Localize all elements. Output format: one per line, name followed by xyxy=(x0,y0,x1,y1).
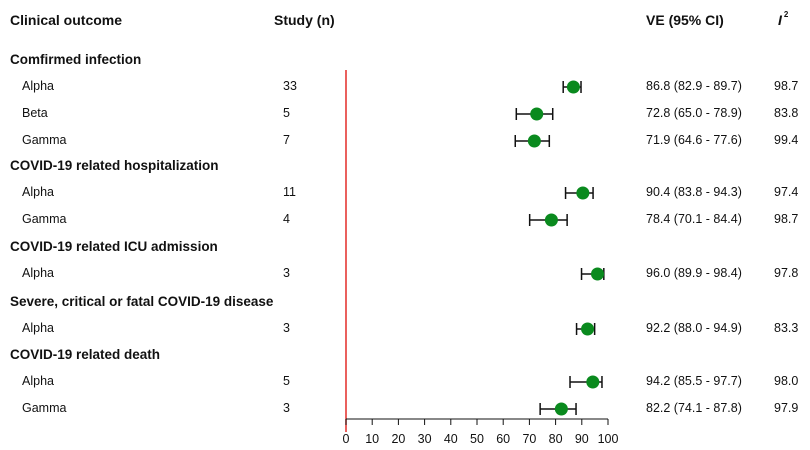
ve-point xyxy=(527,134,541,148)
x-axis-tick-label: 0 xyxy=(343,432,350,446)
study-count: 33 xyxy=(283,79,297,93)
ve-ci-text: 82.2 (74.1 - 87.8) xyxy=(646,401,742,415)
x-axis-tick-label: 70 xyxy=(522,432,536,446)
ve-ci-text: 92.2 (88.0 - 94.9) xyxy=(646,321,742,335)
ve-point xyxy=(544,213,558,227)
i-squared-value: 98.0 xyxy=(774,374,799,388)
ve-point xyxy=(530,107,544,121)
header-i-squared-base: I xyxy=(778,12,782,28)
x-axis-tick-label: 90 xyxy=(575,432,589,446)
x-axis-tick-label: 20 xyxy=(391,432,405,446)
study-count: 4 xyxy=(283,212,290,226)
x-axis-tick-label: 40 xyxy=(444,432,458,446)
study-count: 3 xyxy=(283,321,290,335)
i-squared-value: 99.4 xyxy=(774,133,799,147)
x-axis-tick-label: 80 xyxy=(549,432,563,446)
i-squared-value: 83.3 xyxy=(774,321,799,335)
group-heading: COVID-19 related hospitalization xyxy=(10,158,219,173)
x-axis-tick-label: 50 xyxy=(470,432,484,446)
study-count: 3 xyxy=(283,401,290,415)
ve-ci-text: 90.4 (83.8 - 94.3) xyxy=(646,185,742,199)
ve-ci-text: 96.0 (89.9 - 98.4) xyxy=(646,266,742,280)
variant-label: Alpha xyxy=(22,266,54,280)
ve-point xyxy=(581,322,595,336)
header-clinical-outcome: Clinical outcome xyxy=(10,12,123,28)
variant-label: Gamma xyxy=(22,401,67,415)
variant-label: Gamma xyxy=(22,212,67,226)
ve-ci-text: 86.8 (82.9 - 89.7) xyxy=(646,79,742,93)
variant-label: Gamma xyxy=(22,133,67,147)
ve-point xyxy=(576,186,590,200)
x-axis-tick-label: 10 xyxy=(365,432,379,446)
variant-label: Alpha xyxy=(22,321,54,335)
i-squared-value: 83.8 xyxy=(774,106,799,120)
i-squared-value: 97.4 xyxy=(774,185,799,199)
i-squared-value: 97.8 xyxy=(774,266,799,280)
header-i-squared-sup: 2 xyxy=(783,10,789,20)
x-axis-tick-label: 100 xyxy=(598,432,619,446)
variant-label: Beta xyxy=(22,106,48,120)
ve-ci-text: 71.9 (64.6 - 77.6) xyxy=(646,133,742,147)
study-count: 11 xyxy=(283,185,296,199)
study-count: 5 xyxy=(283,106,290,120)
ve-point xyxy=(554,402,568,416)
ve-ci-text: 78.4 (70.1 - 84.4) xyxy=(646,212,742,226)
ve-point xyxy=(566,80,580,94)
ve-point xyxy=(591,267,605,281)
study-count: 3 xyxy=(283,266,290,280)
x-axis-tick-label: 60 xyxy=(496,432,510,446)
i-squared-value: 98.7 xyxy=(774,79,799,93)
header-ve-ci: VE (95% CI) xyxy=(646,12,724,28)
study-count: 7 xyxy=(283,133,290,147)
ve-point xyxy=(586,375,600,389)
ve-ci-text: 94.2 (85.5 - 97.7) xyxy=(646,374,742,388)
group-heading: COVID-19 related ICU admission xyxy=(10,239,218,254)
variant-label: Alpha xyxy=(22,185,54,199)
i-squared-value: 97.9 xyxy=(774,401,799,415)
header-study-n: Study (n) xyxy=(274,12,335,28)
i-squared-value: 98.7 xyxy=(774,212,799,226)
study-count: 5 xyxy=(283,374,290,388)
group-heading: Comfirmed infection xyxy=(10,52,142,67)
ve-ci-text: 72.8 (65.0 - 78.9) xyxy=(646,106,742,120)
x-axis-tick-label: 30 xyxy=(418,432,432,446)
variant-label: Alpha xyxy=(22,79,54,93)
group-heading: COVID-19 related death xyxy=(10,347,161,362)
group-heading: Severe, critical or fatal COVID-19 disea… xyxy=(10,294,274,309)
variant-label: Alpha xyxy=(22,374,54,388)
